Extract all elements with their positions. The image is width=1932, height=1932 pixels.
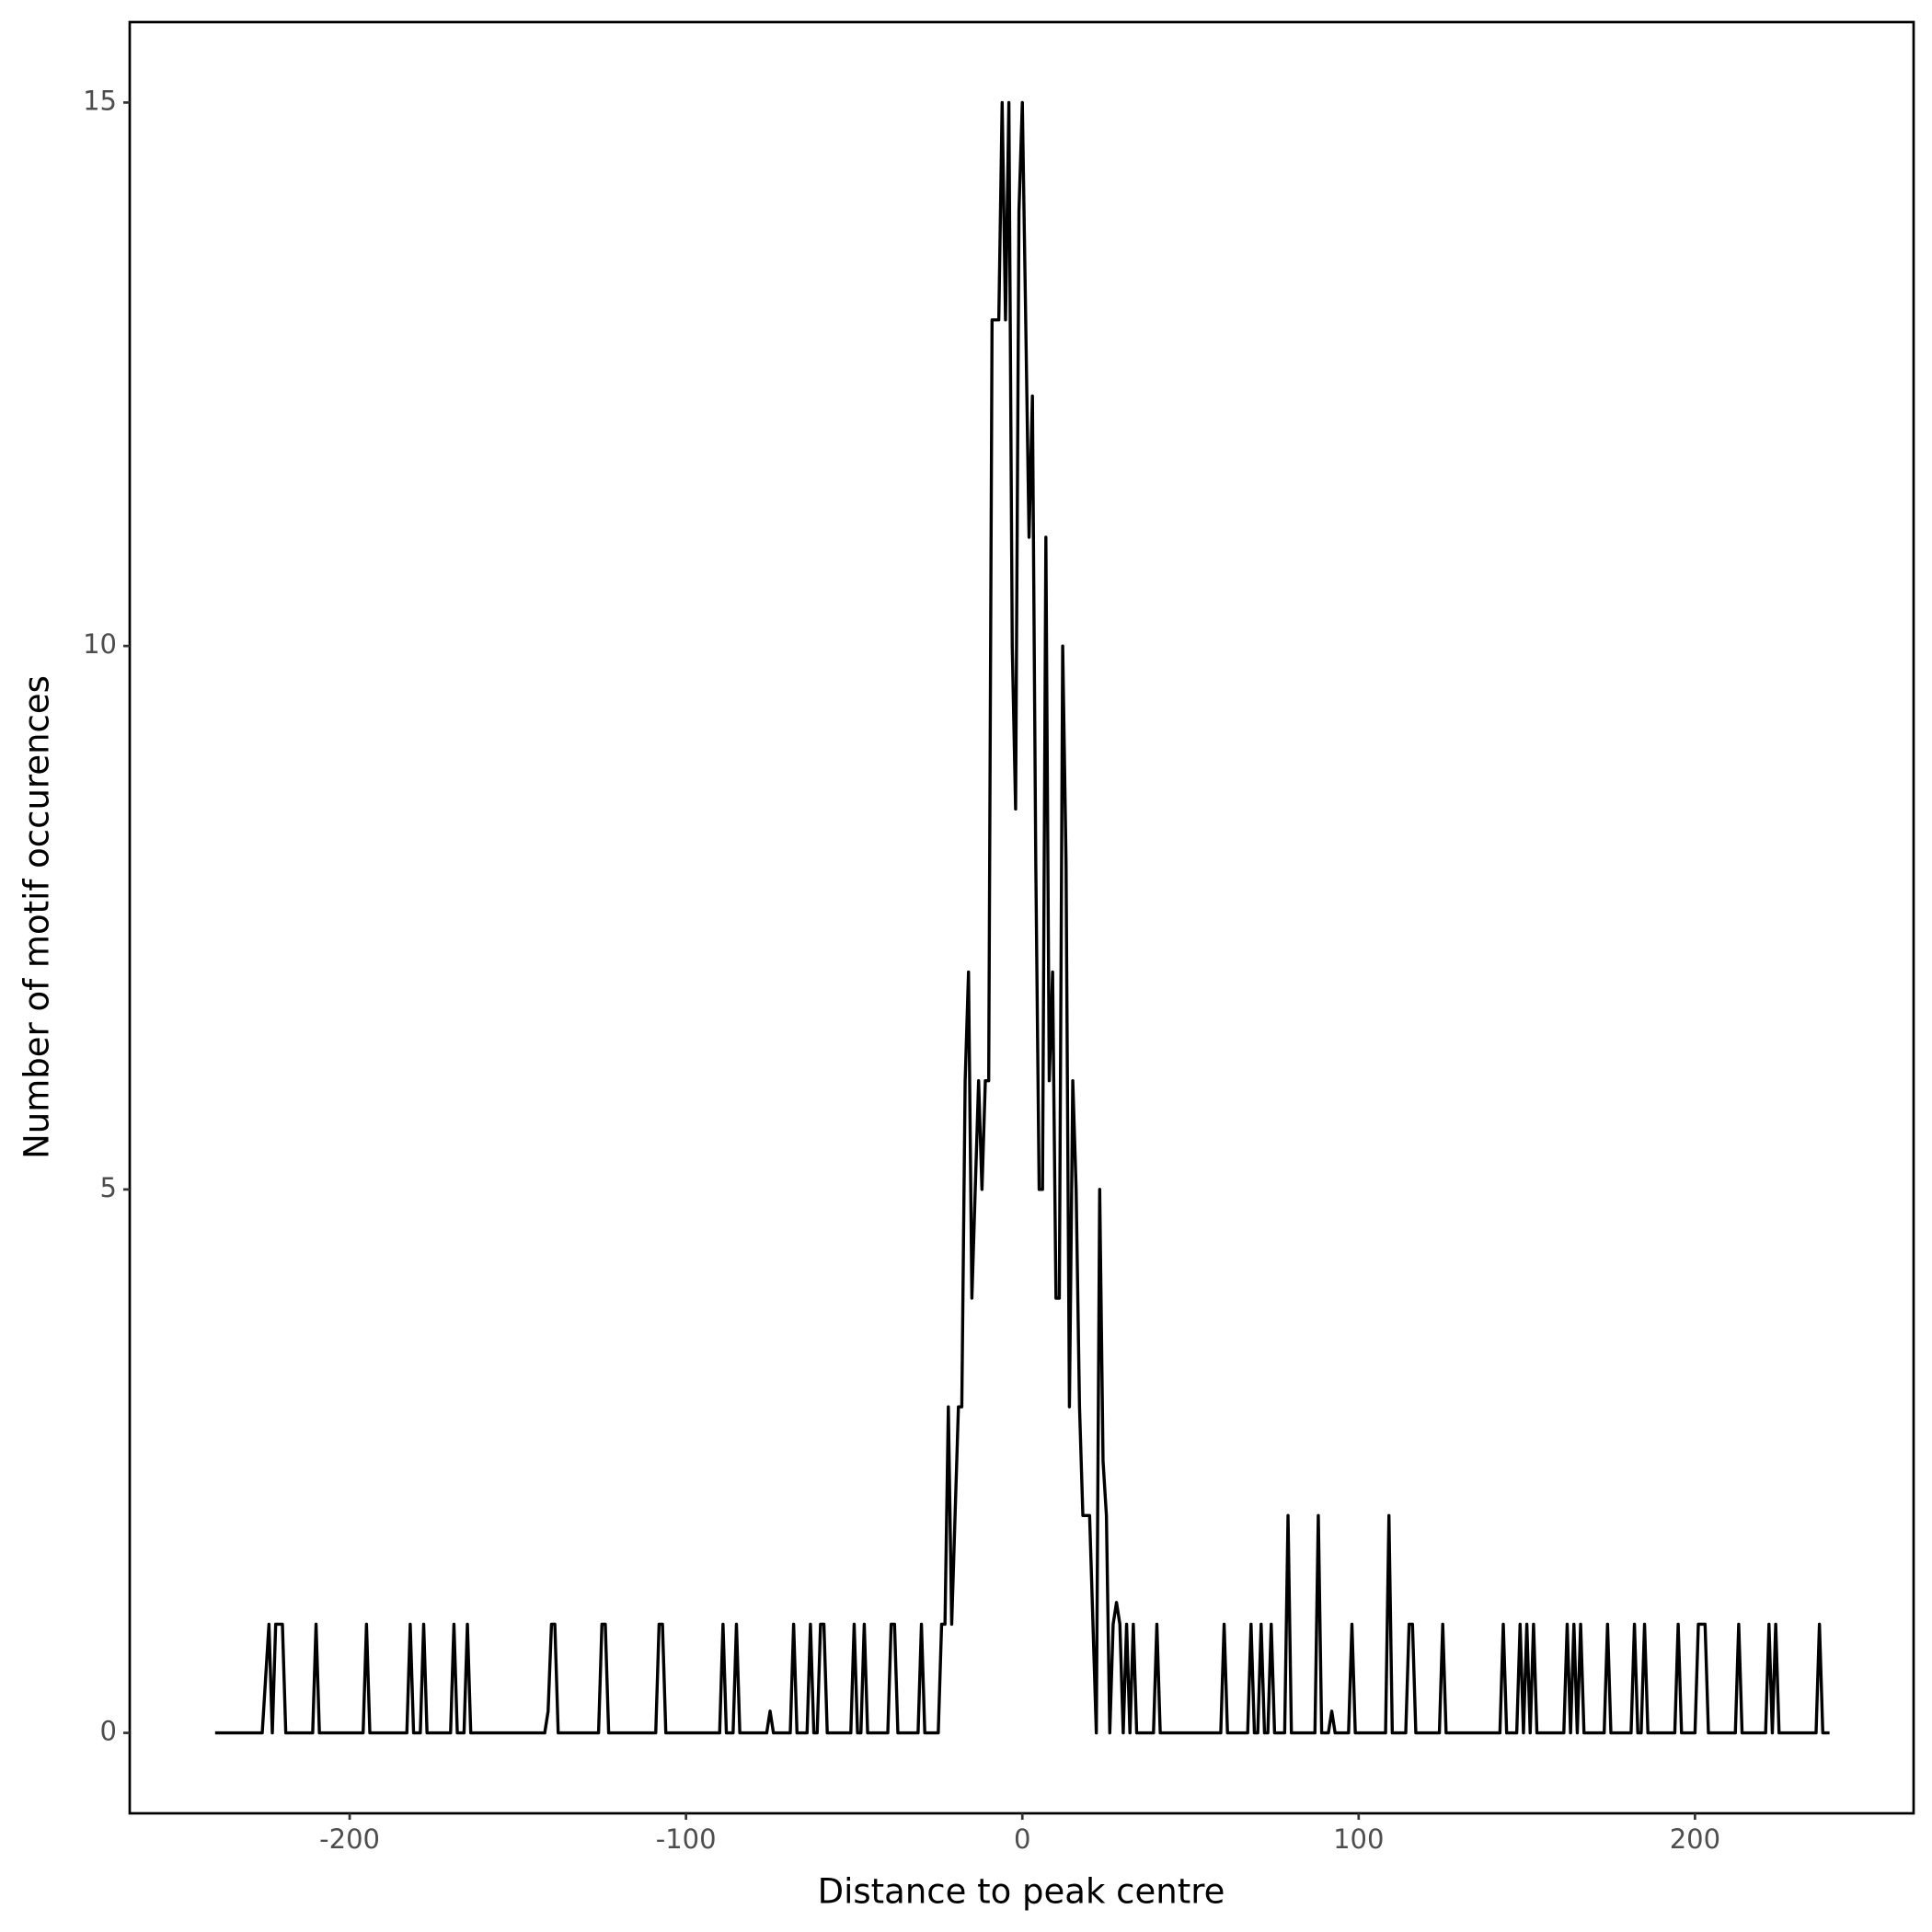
- x-tick-label: 200: [1670, 1823, 1720, 1855]
- data-line: [214, 100, 1830, 1735]
- y-tick-label: 10: [83, 628, 117, 660]
- x-tick-label: -100: [656, 1823, 717, 1855]
- y-tick-label: 0: [100, 1716, 117, 1747]
- x-axis-title: Distance to peak centre: [818, 1872, 1225, 1912]
- x-tick-label: 0: [1014, 1823, 1030, 1855]
- y-tick-label: 5: [100, 1172, 117, 1203]
- y-axis-title: Number of motif occurences: [17, 675, 57, 1159]
- x-tick-label: -200: [319, 1823, 380, 1855]
- y-tick-label: 15: [83, 85, 117, 116]
- x-tick-label: 100: [1333, 1823, 1384, 1855]
